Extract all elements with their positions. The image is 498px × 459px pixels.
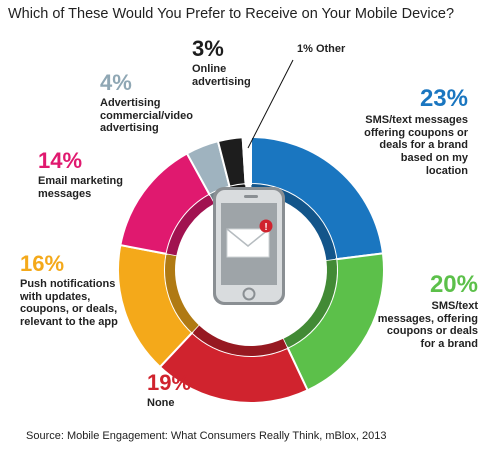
pct-push: 16% [20, 251, 65, 276]
pct-other: 1% Other [297, 43, 346, 55]
desc-advertising-video: Advertising commercial/video advertising [100, 97, 193, 135]
desc-none: None [147, 397, 175, 409]
label-sms-brand: 20% SMS/text messages, offering coupons … [376, 273, 478, 351]
desc-push: Push notifications with updates, coupons… [20, 278, 118, 328]
desc-sms-location: SMS/text messages offering coupons or de… [364, 114, 468, 177]
label-advertising-video: 4% Advertising commercial/video advertis… [100, 72, 210, 135]
source-note: Source: Mobile Engagement: What Consumer… [26, 430, 387, 442]
pct-advertising-video: 4% [100, 70, 132, 95]
label-other: 1% Other [297, 43, 345, 56]
other-leader-line [247, 59, 294, 149]
pct-none: 19% [147, 370, 192, 395]
pct-sms-location: 23% [419, 85, 468, 112]
alert-badge-icon: ! [259, 219, 273, 233]
slice-push-notifications-with-updates-coupons--inner-band [165, 254, 199, 333]
pct-sms-brand: 20% [429, 271, 478, 298]
label-sms-location: 23% SMS/text messages offering coupons o… [360, 87, 468, 177]
envelope-icon [226, 228, 270, 258]
label-push: 16% Push notifications with updates, cou… [20, 253, 120, 329]
label-online-advertising: 3% Online advertising [192, 38, 262, 88]
slice-none-inner-band [192, 325, 288, 357]
chart-title: Which of These Would You Prefer to Recei… [8, 6, 455, 22]
svg-text:!: ! [264, 222, 267, 233]
desc-online-advertising: Online advertising [192, 63, 251, 88]
slice-email-marketing-messages-inner-band [166, 194, 215, 256]
label-none: 19% None [147, 372, 191, 410]
pct-online-advertising: 3% [192, 36, 224, 61]
desc-email: Email marketing messages [38, 175, 123, 200]
slice-other [241, 135, 252, 186]
pct-email: 14% [38, 148, 83, 173]
slice-sms-text-messages-offering-coupons-or-de-inner-band [283, 259, 337, 348]
desc-sms-brand: SMS/text messages, offering coupons or d… [377, 300, 478, 350]
label-email: 14% Email marketing messages [38, 150, 128, 200]
